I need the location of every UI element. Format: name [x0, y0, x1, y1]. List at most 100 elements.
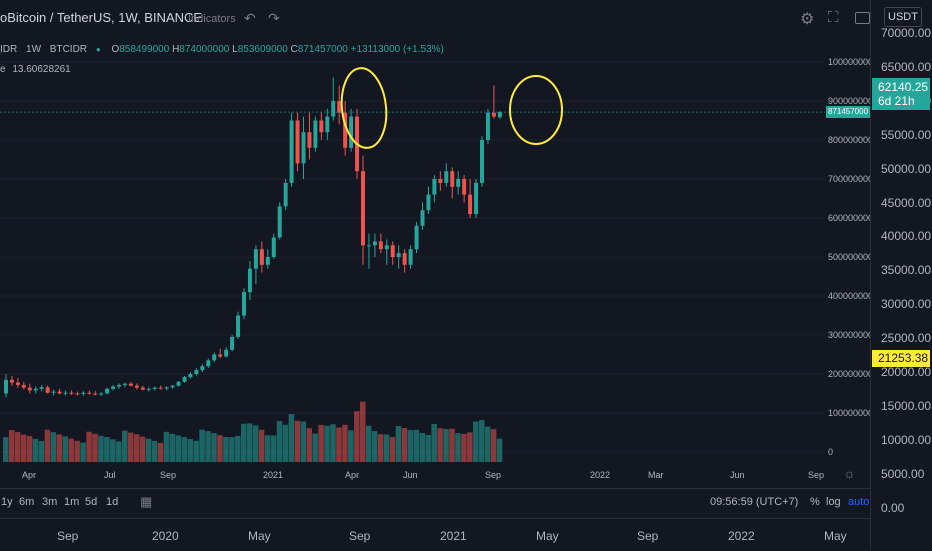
timeframe-1d[interactable]: 1d [106, 496, 119, 508]
volume-bar [461, 433, 467, 462]
inner-time-label: 2021 [263, 470, 284, 480]
candle-body [277, 206, 282, 238]
candle-body [152, 387, 157, 389]
log-toggle[interactable]: log [826, 496, 841, 508]
price-axis-label: 65000.00 [881, 59, 932, 74]
volume-bar [425, 434, 431, 462]
candle-body [390, 245, 395, 257]
volume-bar [264, 435, 271, 462]
candle-body [164, 387, 169, 389]
currency-button[interactable]: USDT [884, 7, 922, 27]
legend-close: 871457000 [297, 44, 348, 55]
volume-bar [443, 429, 449, 462]
timeframe-1m[interactable]: 1m [64, 496, 80, 508]
candle-body [21, 384, 26, 388]
price-axis-label: 5000.00 [881, 466, 925, 481]
candle-body [87, 392, 92, 394]
redo-icon[interactable]: ↷ [268, 10, 280, 26]
candle-body [182, 377, 187, 382]
inner-time-label: Mar [648, 470, 664, 480]
volume-bar [276, 421, 283, 462]
candle-body [75, 393, 80, 395]
volume-bar [122, 430, 128, 462]
volume-bar [300, 421, 306, 462]
candle-body [331, 101, 336, 117]
candle-body [343, 112, 348, 148]
volume-bar [175, 435, 182, 462]
inner-time-label: Jul [104, 470, 116, 480]
legend-low-label: L [232, 44, 238, 55]
volume-bar [50, 432, 57, 462]
volume-bar [377, 434, 384, 462]
sun-icon[interactable]: ☼ [843, 465, 856, 481]
main-time-label: Sep [349, 529, 371, 543]
candle-body [319, 120, 324, 133]
timeframe-6m[interactable]: 6m [19, 496, 35, 508]
candle-body [81, 392, 86, 394]
candle-body [408, 249, 413, 265]
candle-body [9, 379, 14, 383]
legend-change: +13113000 (+1.53%) [350, 44, 444, 55]
volume-bar [246, 423, 253, 462]
volume-bar [252, 425, 259, 462]
timeframe-1y[interactable]: 1y [1, 496, 13, 508]
inner-axis-label: 300000000 [828, 330, 874, 340]
main-time-label: 2021 [440, 529, 467, 543]
calendar-range-icon[interactable]: ▦ [140, 494, 153, 509]
volume-bar [431, 423, 437, 462]
candle-body [51, 391, 56, 393]
inner-axis-label: 1000000000 [828, 57, 879, 67]
auto-toggle[interactable]: auto [848, 496, 870, 508]
candle-body [283, 182, 288, 207]
volume-bar [241, 423, 247, 462]
undo-icon[interactable]: ↶ [244, 10, 256, 26]
volume-bar [306, 428, 312, 462]
candle-body [480, 140, 484, 183]
candle-body [426, 194, 431, 211]
volume-bar [318, 424, 324, 462]
candle-body [372, 241, 377, 246]
candle-body [230, 336, 235, 350]
inner-axis-label: 400000000 [828, 291, 874, 301]
candle-body [396, 253, 401, 257]
indicators-button[interactable]: Indicators [188, 13, 236, 25]
volume-bar [110, 439, 116, 462]
volume-bar [157, 442, 164, 462]
volume-bar [20, 434, 27, 462]
candle-body [224, 349, 229, 357]
candle-body [188, 374, 193, 378]
candle-body [57, 391, 62, 394]
inner-axis-label: 0 [828, 447, 834, 457]
candlestick-chart[interactable] [0, 40, 870, 465]
clock-display[interactable]: 09:56:59 (UTC+7) [710, 496, 799, 508]
candle-body [212, 354, 217, 361]
timeframe-3m[interactable]: 3m [42, 496, 58, 508]
volume-bar [479, 420, 485, 462]
fullscreen-icon[interactable]: ⛶ [828, 9, 839, 26]
volume-bar [365, 425, 372, 462]
candle-body [438, 179, 443, 183]
chart-title[interactable]: oBitcoin / TetherUS, 1W, BINANCE [0, 10, 202, 25]
volume-bar [360, 401, 366, 462]
candle-body [111, 386, 116, 389]
percent-toggle[interactable]: % [810, 496, 820, 508]
main-time-label: May [824, 529, 847, 543]
candle-body [146, 388, 151, 390]
volume-bar [74, 440, 80, 462]
volume-bar [181, 437, 187, 462]
volume-bar [229, 437, 235, 462]
volume-bar [449, 428, 455, 462]
timeframe-5d[interactable]: 5d [85, 496, 98, 508]
candle-body [158, 387, 163, 389]
gear-icon[interactable]: ⚙ [800, 11, 815, 28]
legend-open-label: O [111, 44, 120, 55]
volume-bar [104, 437, 110, 462]
volume-bar [44, 429, 51, 462]
volume-bar [330, 424, 336, 462]
camera-icon[interactable] [855, 12, 870, 24]
volume-bar [270, 435, 277, 462]
volume-bar [14, 432, 21, 462]
candles [4, 77, 502, 398]
legend-open: 858499000 [119, 44, 170, 55]
volume-bar [145, 438, 152, 462]
